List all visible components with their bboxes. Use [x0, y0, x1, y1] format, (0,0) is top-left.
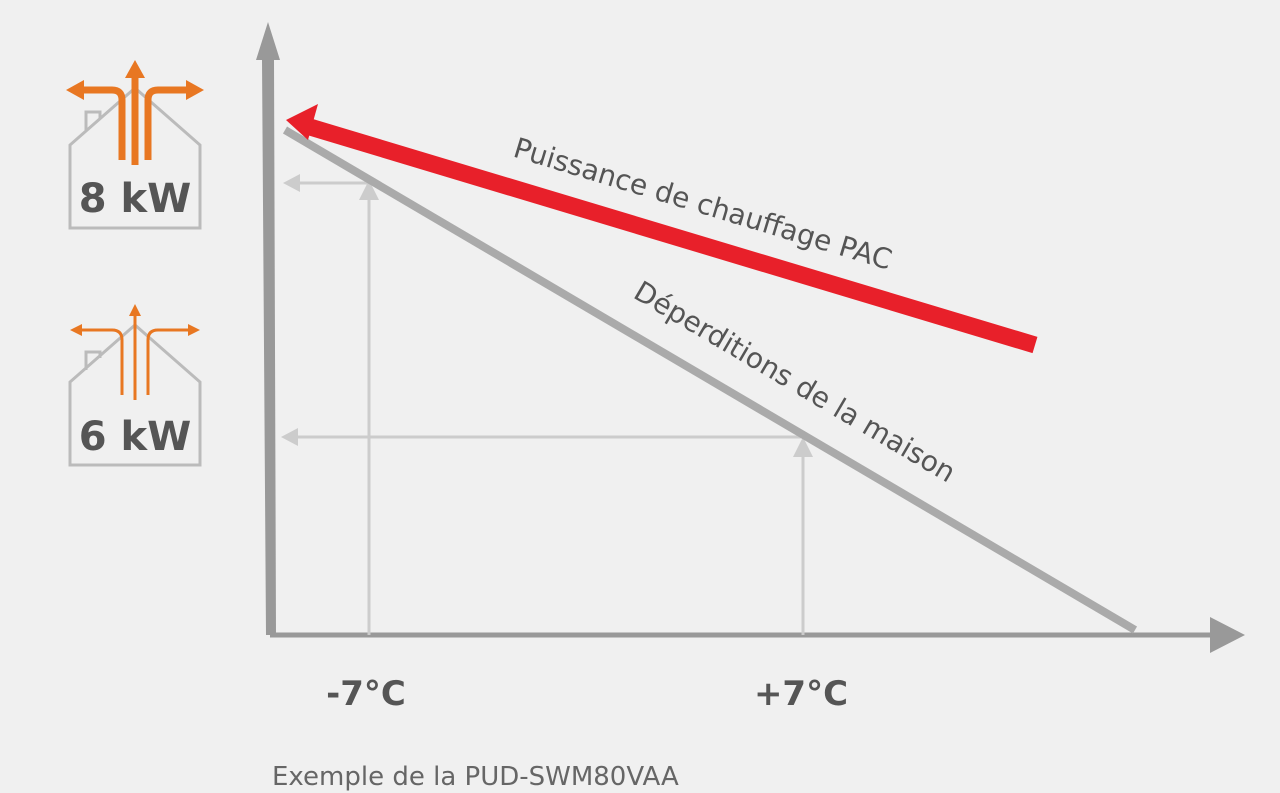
power-label: 8 kW [79, 176, 191, 222]
heating-line [307, 118, 1038, 354]
heat-arrows [80, 315, 190, 400]
x-label: -7°C [326, 674, 406, 714]
caption: Exemple de la PUD-SWM80VAA [272, 762, 679, 792]
house-icon [68, 86, 202, 230]
label-bg [80, 408, 190, 460]
heat-arrowheads [70, 304, 200, 336]
heat-arrows [80, 75, 190, 165]
x-axis-arrowhead [1210, 617, 1245, 653]
heating-arrowhead [286, 104, 318, 140]
house-icon [68, 323, 202, 467]
loss-line [282, 126, 1138, 634]
x-label: +7°C [754, 674, 848, 714]
guides [295, 181, 805, 635]
guide-arrowheads [281, 174, 813, 457]
heat-arrowheads [66, 60, 204, 100]
label-bg [80, 170, 190, 222]
power-label: 6 kW [79, 414, 191, 460]
y-axis [256, 22, 280, 635]
